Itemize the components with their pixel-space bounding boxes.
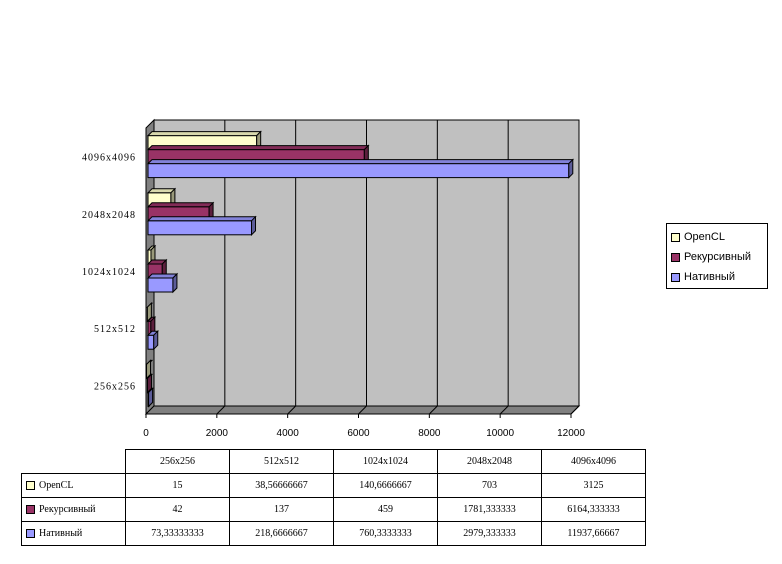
category-labels: 256x256 512x512 1024x1024 2048x2048 4096x409… [82, 153, 136, 393]
table-cell: 73,33333333 [125, 521, 230, 546]
axes [145, 128, 572, 418]
bar-side [148, 387, 154, 408]
table-cell: 218,6666667 [229, 521, 334, 546]
table-row: Рекурсивный 42 137 459 1781,333333 6164,… [21, 497, 646, 522]
data-table: 256x256 512x512 1024x1024 2048x2048 4096… [21, 449, 646, 546]
table-row-header: Нативный [21, 521, 126, 546]
table-column-header: 1024x1024 [333, 449, 438, 474]
bar-front [147, 220, 253, 236]
bars [145, 130, 574, 408]
bar-top [146, 159, 574, 165]
table-column-header: 512x512 [229, 449, 334, 474]
legend-swatch [671, 272, 680, 282]
gridline-floor [287, 405, 297, 415]
table-column-header: 2048x2048 [437, 449, 542, 474]
table-cell: 137 [229, 497, 334, 522]
table-row-header: OpenCL [21, 473, 126, 498]
legend-label: OpenCL [684, 231, 725, 243]
legend-swatch [671, 232, 680, 242]
bar [146, 158, 574, 179]
gridline-floor [570, 405, 580, 415]
bar [145, 359, 154, 380]
gridline-floor [216, 405, 226, 415]
bar-top [146, 131, 262, 137]
table-cell: 140,6666667 [333, 473, 438, 498]
table-cell: 38,56666667 [229, 473, 334, 498]
x-tick-label: 10000 [486, 428, 514, 439]
table-cell: 3125 [541, 473, 646, 498]
x-tick-labels: 0 2000 4000 6000 8000 10000 12000 [143, 428, 585, 439]
bar [146, 329, 159, 351]
table-cell: 1781,333333 [437, 497, 542, 522]
bar-side [146, 359, 152, 380]
bar-front [147, 334, 155, 350]
table-swatch [26, 481, 35, 491]
table-swatch [26, 529, 35, 539]
table-cell: 42 [125, 497, 230, 522]
x-tick-label: 4000 [277, 428, 300, 439]
table-cell: 11937,66667 [541, 521, 646, 546]
bar-chart: 0 2000 4000 6000 8000 10000 12000 256x256 512x5… [82, 118, 585, 439]
bar [146, 215, 257, 237]
table-cell: 2979,333333 [437, 521, 542, 546]
x-tick-label: 2000 [206, 428, 229, 439]
legend-item: Рекурсивный [671, 247, 763, 267]
bar-front [147, 277, 174, 293]
table-row: OpenCL 15 38,56666667 140,6666667 703 31… [21, 473, 646, 498]
legend-swatch [671, 252, 680, 262]
bar-top [146, 145, 370, 151]
bar-front [147, 163, 570, 179]
legend-label: Нативный [684, 271, 735, 283]
bar-side [153, 329, 159, 351]
table-row: Нативный 73,33333333 218,6666667 760,333… [21, 521, 646, 546]
bar-top [146, 216, 257, 222]
category-label: 256x256 [94, 381, 136, 392]
bar [146, 272, 179, 294]
bar-side [568, 158, 574, 179]
category-label: 1024x1024 [82, 267, 136, 278]
gridline-floor [499, 405, 509, 415]
table-corner [22, 450, 126, 474]
series-name: Рекурсивный [39, 504, 96, 515]
bar-side [172, 272, 178, 294]
bar-top [146, 273, 179, 279]
legend-item: OpenCL [671, 227, 763, 247]
gridline-floor [428, 405, 438, 415]
x-tick-label: 0 [143, 428, 149, 439]
series-name: Нативный [39, 528, 83, 539]
table-column-header: 4096x4096 [541, 449, 646, 474]
x-tick-label: 6000 [347, 428, 370, 439]
table-cell: 6164,333333 [541, 497, 646, 522]
series-name: OpenCL [39, 480, 74, 491]
bar [146, 387, 154, 408]
legend-item: Нативный [671, 267, 763, 287]
bar-top [146, 202, 215, 208]
category-label: 512x512 [94, 324, 136, 335]
x-tick-label: 12000 [557, 428, 585, 439]
category-label: 2048x2048 [82, 210, 136, 221]
table-cell: 703 [437, 473, 542, 498]
table-header-row: 256x256 512x512 1024x1024 2048x2048 4096… [22, 449, 646, 474]
bar-side [251, 215, 257, 237]
x-tick-label: 8000 [418, 428, 441, 439]
legend: OpenCL Рекурсивный Нативный [666, 223, 768, 289]
category-label: 4096x4096 [82, 153, 136, 164]
table-cell: 459 [333, 497, 438, 522]
table-cell: 15 [125, 473, 230, 498]
table-column-header: 256x256 [125, 449, 230, 474]
table-swatch [26, 505, 35, 515]
table-row-header: Рекурсивный [21, 497, 126, 522]
table-cell: 760,3333333 [333, 521, 438, 546]
legend-label: Рекурсивный [684, 251, 752, 263]
gridline-floor [358, 405, 367, 415]
